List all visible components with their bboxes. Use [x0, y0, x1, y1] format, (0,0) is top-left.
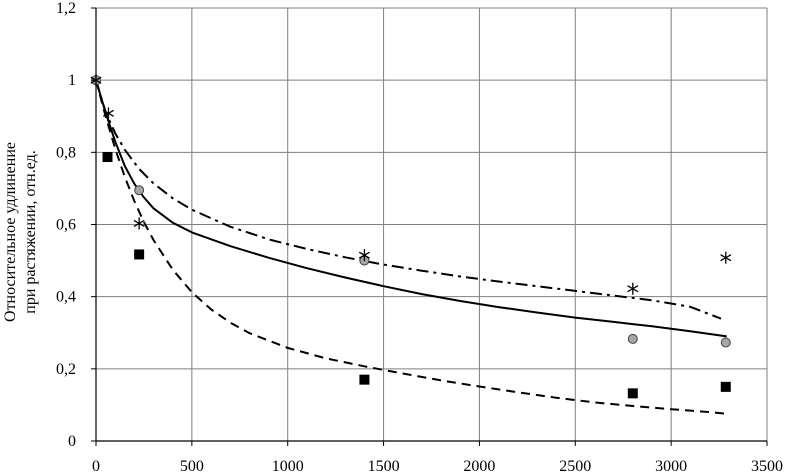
fit-lines: [95, 79, 727, 415]
marker-square-0: [102, 152, 113, 163]
x-tick-label-4: 2000: [463, 458, 495, 475]
marker-asterisk-5: [720, 251, 732, 264]
y-axis-title-line-2: при растяжении, отн.ед.: [22, 150, 39, 313]
x-tick-label-0: 0: [92, 458, 100, 475]
marker-square-1: [134, 249, 145, 260]
marker-square-3: [627, 388, 638, 399]
axes: 0 500 1000 1500 2000 2500 3000 3500 0 0,2 0,4 0,6 0,…: [56, 0, 783, 475]
marker-circle-3: [627, 333, 638, 344]
data-markers: [90, 74, 732, 399]
marker-square-4: [720, 381, 731, 392]
x-tick-label-1: 500: [180, 458, 204, 475]
x-tick-label-6: 3000: [655, 458, 687, 475]
marker-asterisk-4: [627, 282, 639, 295]
y-tick-label-3: 0,6: [56, 217, 76, 234]
marker-square-2: [359, 374, 370, 385]
marker-asterisk-3: [358, 249, 370, 262]
fit-line-dashdot: [95, 79, 722, 320]
x-tick-label-3: 1500: [368, 458, 400, 475]
y-tick-label-2: 0,4: [56, 289, 76, 306]
marker-circle-1: [134, 185, 145, 196]
y-axis-title-line-1: Относительное удлинение: [2, 142, 19, 322]
y-tick-label-5: 1: [68, 72, 76, 89]
x-tick-label-2: 1000: [272, 458, 304, 475]
marker-circle-4: [720, 337, 731, 348]
y-tick-label-0: 0: [68, 433, 76, 450]
marker-asterisk-2: [133, 217, 145, 230]
y-tick-label-1: 0,2: [56, 361, 76, 378]
fit-line-solid: [95, 79, 727, 338]
x-tick-label-7: 3500: [751, 458, 783, 475]
grid: [96, 7, 768, 441]
y-tick-label-4: 0,8: [56, 144, 76, 161]
x-tick-label-5: 2500: [559, 458, 591, 475]
marker-asterisk-1: [102, 107, 115, 120]
fit-line-dashed: [95, 79, 725, 415]
y-tick-label-6: 1,2: [56, 0, 76, 17]
